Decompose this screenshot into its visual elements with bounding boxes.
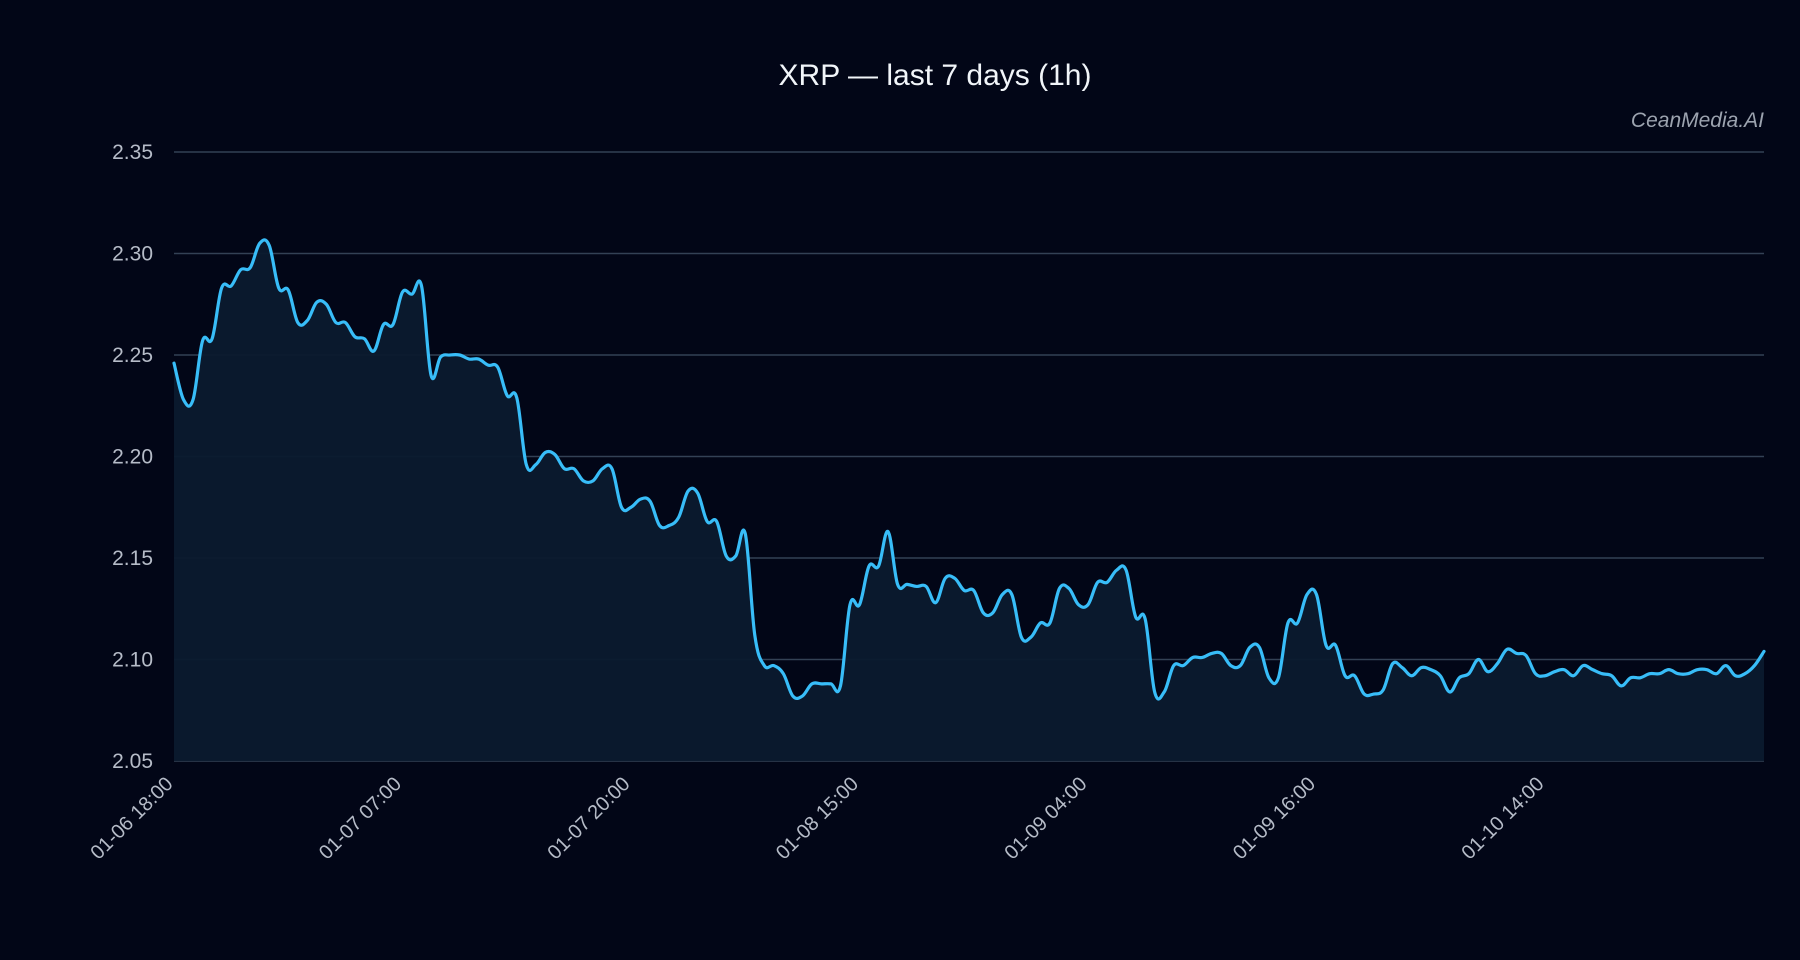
price-area-fill xyxy=(174,239,1764,762)
x-tick-label: 01-09 16:00 xyxy=(1229,773,1320,864)
x-tick-label: 01-07 20:00 xyxy=(543,773,634,864)
x-tick-label: 01-10 14:00 xyxy=(1457,773,1548,864)
price-line xyxy=(172,238,1766,701)
y-tick-label: 2.30 xyxy=(112,243,153,266)
y-tick-label: 2.15 xyxy=(112,547,153,570)
plot-area xyxy=(172,238,1766,762)
y-tick-label: 2.20 xyxy=(112,446,153,469)
y-tick-label: 2.05 xyxy=(112,750,153,773)
x-axis: 01-06 18:00 01-07 07:00 01-07 20:00 01-08 1… xyxy=(86,773,1548,864)
x-tick-label: 01-07 07:00 xyxy=(315,773,406,864)
x-tick-label: 01-06 18:00 xyxy=(86,773,177,864)
watermark-text: CeanMedia.AI xyxy=(1631,109,1764,132)
x-tick-label: 01-08 15:00 xyxy=(772,773,863,864)
y-tick-label: 2.35 xyxy=(112,141,153,164)
x-tick-label: 01-09 04:00 xyxy=(1000,773,1091,864)
y-tick-label: 2.25 xyxy=(112,344,153,367)
y-tick-label: 2.10 xyxy=(112,649,153,672)
y-axis: 2.05 2.10 2.15 2.20 2.25 2.30 2.35 xyxy=(112,141,153,773)
chart-title: XRP — last 7 days (1h) xyxy=(779,59,1092,92)
